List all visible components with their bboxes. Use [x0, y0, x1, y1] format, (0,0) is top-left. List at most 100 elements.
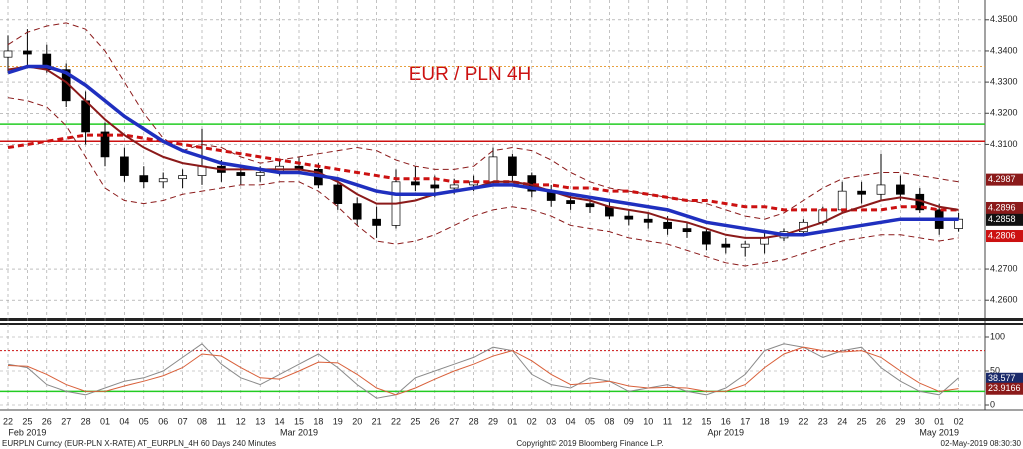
period-label: May 2019	[919, 427, 959, 437]
last-value-label: 4.2987	[988, 174, 1016, 184]
x-tick-label: 18	[760, 416, 770, 426]
candle-body	[81, 100, 90, 133]
period-label: Feb 2019	[8, 427, 46, 437]
y-tick-label: 4.2600	[990, 295, 1018, 305]
x-tick-label: 25	[410, 416, 420, 426]
candle-body	[682, 228, 692, 233]
chart-title: EUR / PLN 4H	[409, 64, 531, 85]
last-value-label: 4.2806	[988, 230, 1016, 240]
x-tick-label: 23	[818, 416, 828, 426]
last-value-box	[986, 230, 1023, 243]
x-tick-label: 08	[604, 416, 614, 426]
x-tick-label: 04	[119, 416, 129, 426]
x-tick-label: 17	[740, 416, 750, 426]
x-tick-label: 26	[42, 416, 52, 426]
x-tick-label: 06	[158, 416, 168, 426]
y-tick-label: 0	[990, 399, 995, 409]
x-tick-label: 03	[546, 416, 556, 426]
candle-body	[120, 156, 129, 176]
x-tick-label: 14	[275, 416, 285, 426]
candle-body	[857, 190, 866, 195]
x-tick-label: 29	[895, 416, 905, 426]
x-tick-label: 24	[837, 416, 847, 426]
x-tick-label: 30	[915, 416, 925, 426]
y-tick-label: 4.3500	[990, 14, 1018, 24]
period-label: Mar 2019	[280, 427, 318, 437]
x-tick-label: 20	[352, 416, 362, 426]
x-tick-label: 15	[701, 416, 711, 426]
candle-body	[876, 184, 886, 195]
candle-body	[430, 184, 440, 189]
y-tick-label: 4.3200	[990, 108, 1018, 118]
x-tick-label: 01	[100, 416, 110, 426]
x-tick-label: 05	[139, 416, 149, 426]
candle-body	[411, 181, 420, 186]
x-tick-label: 01	[507, 416, 517, 426]
x-tick-label: 26	[876, 416, 886, 426]
y-tick-label: 100	[990, 331, 1005, 341]
y-tick-label: 4.3400	[990, 45, 1018, 55]
series-line	[7, 97, 959, 267]
candle-body	[352, 203, 362, 220]
y-tick-label: 4.3100	[990, 139, 1018, 149]
candle-body	[585, 203, 595, 208]
footer-center: Copyright© 2019 Bloomberg Finance L.P.	[516, 439, 663, 448]
y-tick-label: 4.2700	[990, 263, 1018, 273]
x-tick-label: 04	[566, 416, 576, 426]
candle-body	[488, 156, 498, 183]
candle-body	[372, 218, 381, 226]
x-tick-label: 22	[798, 416, 808, 426]
candle-body	[896, 184, 905, 195]
x-tick-label: 28	[81, 416, 91, 426]
candle-body	[100, 131, 110, 158]
candle-body	[23, 50, 32, 55]
panel-separator	[0, 318, 1023, 321]
last-value-box	[986, 382, 1023, 395]
y-tick-label: 4.3300	[990, 76, 1018, 86]
candle-body	[508, 156, 517, 176]
x-tick-label: 02	[954, 416, 964, 426]
x-tick-label: 29	[488, 416, 498, 426]
last-value-box	[986, 213, 1023, 226]
candle-body	[3, 50, 13, 58]
period-label: Apr 2019	[708, 427, 745, 437]
candle-body	[236, 172, 246, 176]
last-value-label: 4.2858	[988, 214, 1016, 224]
x-tick-label: 19	[333, 416, 343, 426]
candle-body	[333, 184, 343, 204]
x-tick-label: 18	[313, 416, 323, 426]
panel-separator	[0, 323, 1023, 325]
last-value-label: 23.9166	[988, 383, 1021, 393]
candle-body	[139, 175, 149, 183]
x-tick-label: 08	[197, 416, 207, 426]
candle-body	[702, 231, 711, 245]
x-tick-label: 27	[61, 416, 71, 426]
last-value-label: 4.2896	[988, 202, 1016, 212]
series-line	[7, 133, 959, 212]
footer-right: 02-May-2019 08:30:30	[941, 439, 1022, 448]
last-value-box	[986, 372, 1023, 385]
x-tick-label: 26	[430, 416, 440, 426]
x-tick-label: 28	[469, 416, 479, 426]
x-tick-label: 27	[449, 416, 459, 426]
x-tick-label: 21	[372, 416, 382, 426]
last-value-label: 38.577	[988, 373, 1016, 383]
candle-body	[740, 243, 750, 248]
candle-body	[643, 218, 653, 223]
candle-body	[721, 243, 731, 248]
candle-body	[449, 184, 459, 189]
x-tick-label: 22	[391, 416, 401, 426]
footer-left: EURPLN Curncy (EUR-PLN X-RATE) AT_EURPLN…	[2, 439, 276, 448]
x-tick-label: 01	[934, 416, 944, 426]
candle-body	[158, 178, 168, 183]
x-tick-label: 11	[217, 416, 226, 426]
x-tick-label: 11	[663, 416, 672, 426]
y-tick-label: 50	[990, 365, 1000, 375]
x-tick-label: 09	[624, 416, 634, 426]
series-line	[7, 22, 959, 220]
x-tick-label: 05	[585, 416, 595, 426]
candle-body	[837, 190, 847, 211]
x-tick-label: 25	[22, 416, 32, 426]
